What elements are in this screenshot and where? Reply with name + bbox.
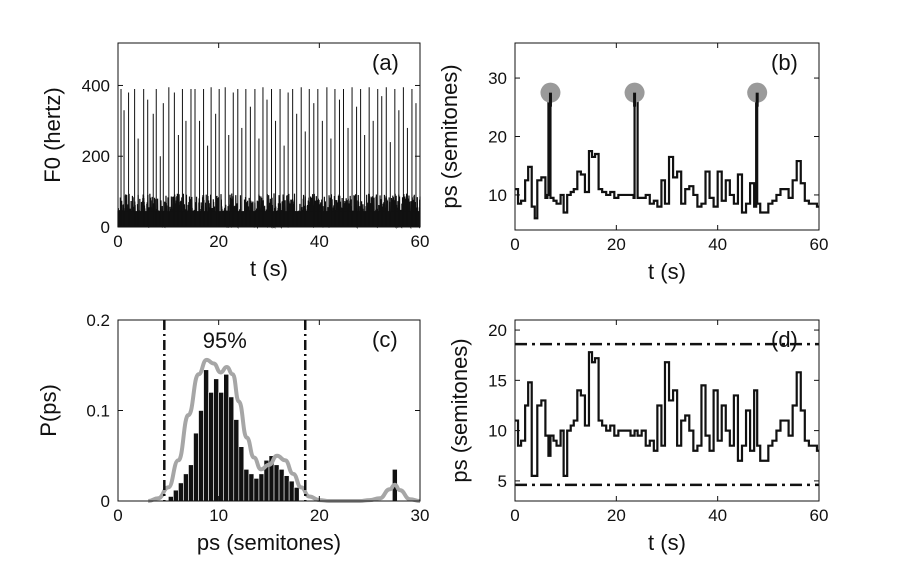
panel-a-xlabel: t (s) xyxy=(250,256,288,281)
panel-a-ylabel: F0 (hertz) xyxy=(40,87,65,182)
panel-a-frame xyxy=(117,42,421,228)
panel-b: 0 20 40 60 10 20 30 (b) t (s) ps (semitones) xyxy=(437,42,828,284)
panel-c-bar-15 xyxy=(243,469,250,502)
panel-b-ylabel: ps (semitones) xyxy=(437,64,462,208)
panel-c-bar-11 xyxy=(223,373,230,502)
panel-b-xtick-label-3: 60 xyxy=(810,235,829,254)
panel-d: 0 20 40 60 5 10 15 20 (d) t (s) ps (semitones) xyxy=(447,319,828,555)
panel-d-marks xyxy=(515,342,819,487)
panel-c-bar-2 xyxy=(178,482,184,502)
panel-c-xlabel: ps (semitones) xyxy=(197,530,341,555)
panel-b-xlabel: t (s) xyxy=(648,259,686,284)
panel-d-series xyxy=(515,351,819,477)
panel-c-bar-10 xyxy=(218,392,225,502)
panel-c-bar-7 xyxy=(203,369,209,502)
panel-c-ytick-label-2: 0.2 xyxy=(86,311,110,330)
panel-b-xtick-label-0: 0 xyxy=(510,235,519,254)
panel-d-ytick-label-0: 5 xyxy=(498,472,507,491)
panel-c-xtick-label-3: 30 xyxy=(411,506,430,525)
panel-c-ylabel: P(ps) xyxy=(36,384,61,437)
panel-c-annotation: 95% xyxy=(203,328,247,353)
panel-c-bar-23 xyxy=(283,475,290,502)
panel-c-ticks: 0 10 20 30 0 0.1 0.2 xyxy=(86,311,429,525)
panel-c-bar-8 xyxy=(208,392,214,502)
panel-a-ytick-label-2: 400 xyxy=(82,76,110,95)
panel-a: 0 20 40 60 0 200 400 (a) t (s) F0 (hertz) xyxy=(40,42,430,281)
panel-c-letter: (c) xyxy=(372,327,398,352)
panel-c-bar-1 xyxy=(173,489,179,502)
panel-d-frame xyxy=(514,319,820,502)
panel-c-bar-12 xyxy=(228,396,235,502)
panel-a-xtick-label-1: 20 xyxy=(209,232,228,251)
panel-b-letter: (b) xyxy=(771,50,798,75)
panel-c: 0 10 20 30 0 0.1 0.2 (c) 95% ps (semitones) P(… xyxy=(36,311,429,555)
panel-d-ytick-label-3: 20 xyxy=(488,321,507,340)
panel-b-series xyxy=(515,91,819,220)
panel-c-bar-5 xyxy=(193,432,199,502)
panel-c-ytick-label-0: 0 xyxy=(101,492,110,511)
panel-b-ytick-label-1: 20 xyxy=(488,128,507,147)
panel-b-marks xyxy=(515,82,819,220)
panel-d-xtick-label-0: 0 xyxy=(510,506,519,525)
panel-c-bar-18 xyxy=(258,473,265,502)
panel-a-xtick-label-0: 0 xyxy=(113,232,122,251)
panel-c-bar-14 xyxy=(238,446,245,502)
panel-c-bar-17 xyxy=(253,478,260,502)
panel-b-xtick-label-1: 20 xyxy=(607,235,626,254)
panel-b-xtick-label-2: 40 xyxy=(708,235,727,254)
panel-d-ytick-label-2: 15 xyxy=(488,371,507,390)
panel-c-bar-3 xyxy=(183,473,189,502)
panel-c-xtick-label-0: 0 xyxy=(113,506,122,525)
panel-b-ytick-label-0: 10 xyxy=(488,186,507,205)
panel-c-marks xyxy=(148,320,421,503)
panel-c-bar-21 xyxy=(273,464,280,502)
panel-d-xtick-label-2: 40 xyxy=(708,506,727,525)
panel-c-bar-6 xyxy=(198,410,204,502)
panel-d-xtick-label-1: 20 xyxy=(607,506,626,525)
panel-d-letter: (d) xyxy=(771,327,798,352)
panel-a-floor xyxy=(118,211,420,227)
panel-a-marks xyxy=(117,87,421,230)
panel-c-xtick-label-1: 10 xyxy=(209,506,228,525)
panel-c-bar-24 xyxy=(288,480,295,502)
panel-a-ytick-label-1: 200 xyxy=(82,147,110,166)
panel-d-xlabel: t (s) xyxy=(648,530,686,555)
panel-a-xtick-label-3: 60 xyxy=(411,232,430,251)
panel-c-bar-22 xyxy=(278,469,285,502)
panel-d-ticks: 0 20 40 60 5 10 15 20 xyxy=(488,320,828,525)
panel-d-ytick-label-1: 10 xyxy=(488,422,507,441)
panel-a-xtick-label-2: 40 xyxy=(310,232,329,251)
panel-c-bar-16 xyxy=(248,473,255,502)
panel-a-ytick-label-0: 0 xyxy=(101,218,110,237)
panel-c-bar-4 xyxy=(188,464,194,502)
panel-c-xtick-label-2: 20 xyxy=(310,506,329,525)
panel-c-bar-0 xyxy=(168,496,174,502)
panel-c-ytick-label-1: 0.1 xyxy=(86,402,110,421)
panel-a-letter: (a) xyxy=(372,50,399,75)
panel-c-bar-25 xyxy=(293,487,300,502)
panel-d-ylabel: ps (semitones) xyxy=(447,338,472,482)
panel-d-xtick-label-3: 60 xyxy=(810,506,829,525)
panel-c-density-curve xyxy=(148,357,421,503)
panel-c-bar-13 xyxy=(233,419,240,502)
panel-b-ytick-label-2: 30 xyxy=(488,69,507,88)
panel-c-bar-9 xyxy=(213,378,219,502)
panel-a-ticks: 0 20 40 60 0 200 400 xyxy=(82,43,430,251)
panel-b-ticks: 0 20 40 60 10 20 30 xyxy=(488,43,828,254)
